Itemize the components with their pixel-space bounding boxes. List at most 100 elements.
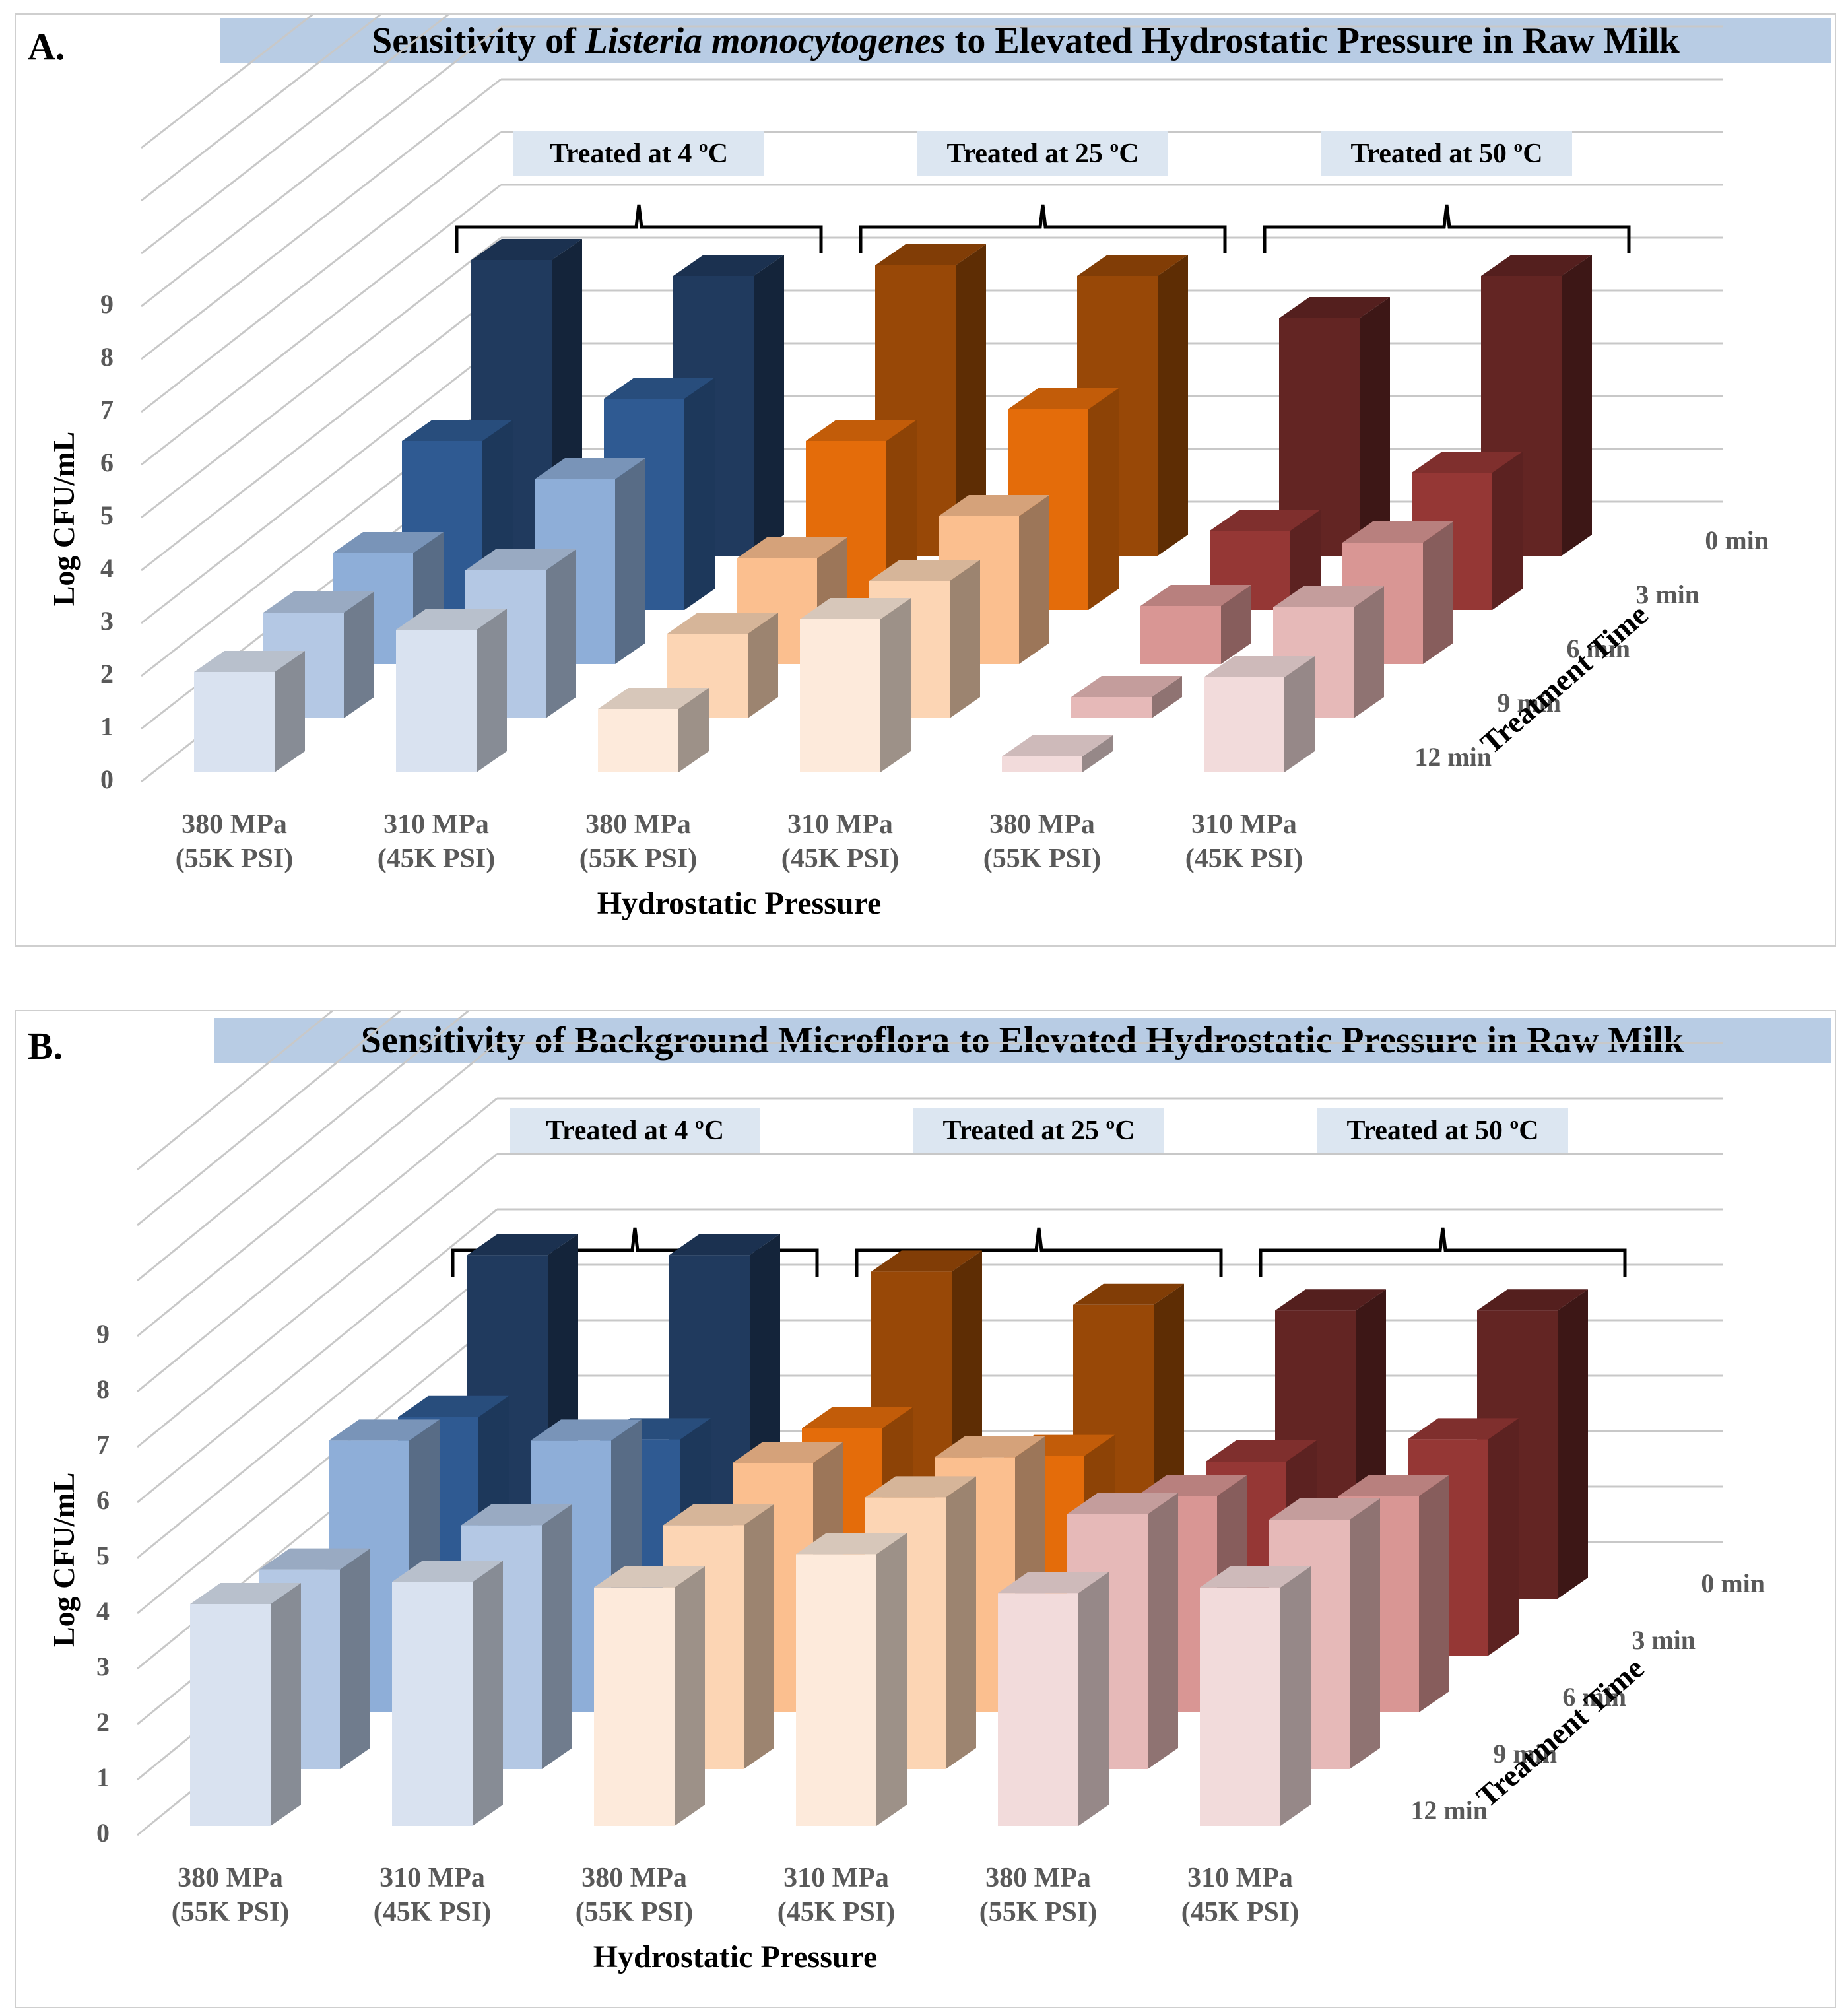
- bar-side: [748, 613, 778, 718]
- y-tick-label: 8: [96, 1374, 110, 1404]
- bar: [1140, 585, 1251, 664]
- gridline-left: [137, 986, 498, 1282]
- bar-side: [1419, 1475, 1449, 1712]
- bar-top: [535, 458, 645, 479]
- x-tick-sublabel: (55K PSI): [176, 844, 294, 874]
- chart-panel-b: B. Sensitivity of Background Microflora t…: [15, 875, 1836, 2008]
- gridline-left: [141, 0, 401, 202]
- bar-front: [1071, 697, 1152, 718]
- bar-side: [1360, 297, 1390, 556]
- bar-front: [598, 709, 678, 772]
- bar-side: [1158, 255, 1188, 556]
- x-axis-title: Hydrostatic Pressure: [593, 1939, 878, 1974]
- x-tick-sublabel: (45K PSI): [781, 844, 900, 874]
- bar-top: [402, 420, 513, 441]
- y-tick-label: 1: [96, 1763, 110, 1792]
- depth-tick-label: 6 min: [1562, 1682, 1626, 1712]
- bar-top: [396, 609, 507, 630]
- y-tick-label: 6: [100, 448, 114, 477]
- bar-side: [956, 244, 986, 556]
- y-tick-label: 7: [96, 1430, 110, 1460]
- bar-side: [1558, 1289, 1588, 1599]
- bar-side: [744, 1504, 774, 1769]
- y-tick-label: 2: [96, 1707, 110, 1737]
- y-tick-label: 1: [100, 712, 114, 741]
- temperature-bracket: [859, 204, 1227, 253]
- bar-side: [271, 1583, 301, 1826]
- x-tick-sublabel: (55K PSI): [579, 844, 698, 874]
- gridline-left: [137, 1263, 498, 1559]
- bar-top: [398, 1395, 509, 1417]
- x-axis: 380 MPa (55K PSI) 310 MPa (45K PSI) 380 MPa (…: [172, 1863, 1300, 1974]
- bar: [998, 1572, 1109, 1826]
- bar-top: [869, 560, 980, 581]
- x-tick-sublabel: (45K PSI): [1181, 1897, 1300, 1928]
- y-tick-label: 3: [96, 1652, 110, 1681]
- bar-top: [1002, 735, 1113, 756]
- temperature-label: Treated at 25 ºC: [942, 1116, 1135, 1146]
- bar-side: [1082, 735, 1113, 772]
- temperature-label-box: [917, 131, 1168, 176]
- temperature-label: Treated at 4 ºC: [550, 139, 728, 169]
- bar: [396, 609, 507, 772]
- bar-top: [1279, 297, 1390, 318]
- bar-top: [800, 598, 911, 619]
- x-tick-label: 310 MPa: [783, 1863, 889, 1893]
- bar-top: [604, 378, 715, 399]
- x-tick-sublabel: (55K PSI): [576, 1897, 694, 1928]
- bar-side: [1221, 585, 1251, 664]
- bar: [800, 598, 911, 772]
- bar-side: [1280, 1566, 1311, 1826]
- temperature-label-box: [510, 1108, 760, 1153]
- depth-tick-label: 0 min: [1701, 1568, 1765, 1598]
- x-tick-sublabel: (45K PSI): [374, 1897, 492, 1928]
- bar-top: [1408, 1418, 1519, 1440]
- temperature-bracket: [451, 1227, 819, 1277]
- bar-side: [546, 549, 576, 718]
- chart-title: Sensitivity of Background Microflora to …: [361, 1020, 1684, 1061]
- temperature-bracket: [855, 1227, 1223, 1277]
- bar-top: [998, 1572, 1109, 1594]
- bars: [190, 1234, 1588, 1826]
- bars: [194, 239, 1592, 772]
- bar-side: [1492, 452, 1523, 610]
- temperature-label: Treated at 50 ºC: [1350, 139, 1542, 169]
- bar-top: [1338, 1475, 1449, 1496]
- bar-top: [1481, 255, 1592, 276]
- bar-top: [467, 1234, 578, 1256]
- x-tick-label: 310 MPa: [380, 1863, 485, 1893]
- bar: [1002, 735, 1113, 772]
- bar-top: [733, 1442, 843, 1463]
- bar-side: [1350, 1498, 1380, 1769]
- bar-top: [1477, 1289, 1588, 1311]
- gridline-left: [141, 0, 469, 255]
- bar-top: [939, 495, 1049, 516]
- bar-side: [876, 1533, 907, 1826]
- bar-side: [1078, 1572, 1109, 1826]
- bar-top: [1200, 1566, 1311, 1588]
- bar: [1204, 656, 1315, 772]
- bar: [598, 688, 709, 772]
- temperature-label: Treated at 4 ºC: [546, 1116, 724, 1146]
- bar-front: [796, 1554, 876, 1826]
- bar-side: [542, 1504, 572, 1769]
- x-tick-label: 380 MPa: [178, 1863, 283, 1893]
- bar-top: [531, 1419, 642, 1441]
- y-tick-label: 8: [100, 342, 114, 372]
- bar-front: [594, 1587, 675, 1826]
- bar: [594, 1566, 705, 1826]
- depth-tick-label: 3 min: [1635, 580, 1700, 609]
- y-tick-label: 6: [96, 1485, 110, 1515]
- bar-top: [667, 613, 778, 634]
- bar-top: [329, 1419, 440, 1441]
- bar-side: [678, 688, 709, 772]
- x-tick-label: 310 MPa: [787, 809, 893, 840]
- temperature-label-box: [913, 1108, 1164, 1153]
- bar-side: [1088, 388, 1119, 610]
- bar-side: [880, 598, 911, 772]
- bar: [392, 1561, 503, 1826]
- bar-top: [1008, 388, 1119, 409]
- x-tick-label: 380 MPa: [985, 1863, 1091, 1893]
- bar: [194, 651, 305, 772]
- bar-front: [1204, 677, 1284, 772]
